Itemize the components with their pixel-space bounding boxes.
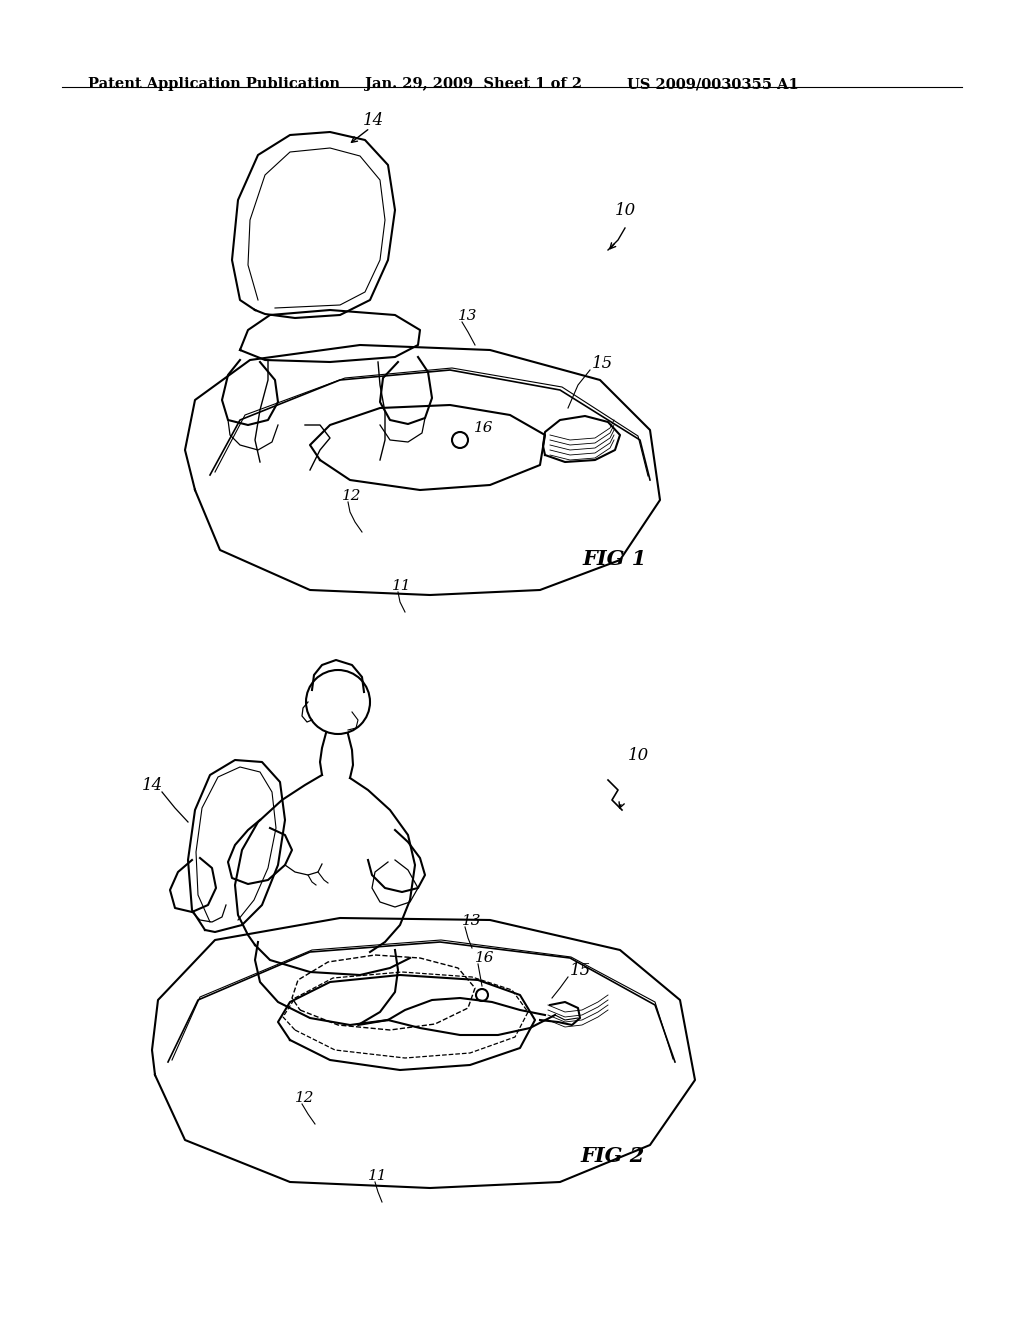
Text: 10: 10	[615, 202, 636, 219]
Text: FIG 1: FIG 1	[582, 549, 646, 569]
Text: 15: 15	[570, 962, 591, 979]
Text: 10: 10	[628, 747, 649, 764]
Text: US 2009/0030355 A1: US 2009/0030355 A1	[627, 77, 799, 91]
Text: FIG 2: FIG 2	[580, 1146, 644, 1166]
Text: 16: 16	[474, 421, 494, 436]
Text: 11: 11	[392, 579, 412, 593]
Text: 14: 14	[142, 777, 163, 795]
Text: Jan. 29, 2009  Sheet 1 of 2: Jan. 29, 2009 Sheet 1 of 2	[365, 77, 582, 91]
Text: Patent Application Publication: Patent Application Publication	[88, 77, 340, 91]
Text: 15: 15	[592, 355, 613, 372]
Text: 11: 11	[368, 1170, 387, 1183]
Text: 12: 12	[342, 488, 361, 503]
Text: 16: 16	[475, 950, 495, 965]
Text: 14: 14	[362, 112, 384, 129]
Text: 12: 12	[295, 1092, 314, 1105]
Text: 13: 13	[462, 913, 481, 928]
Text: 13: 13	[458, 309, 477, 323]
